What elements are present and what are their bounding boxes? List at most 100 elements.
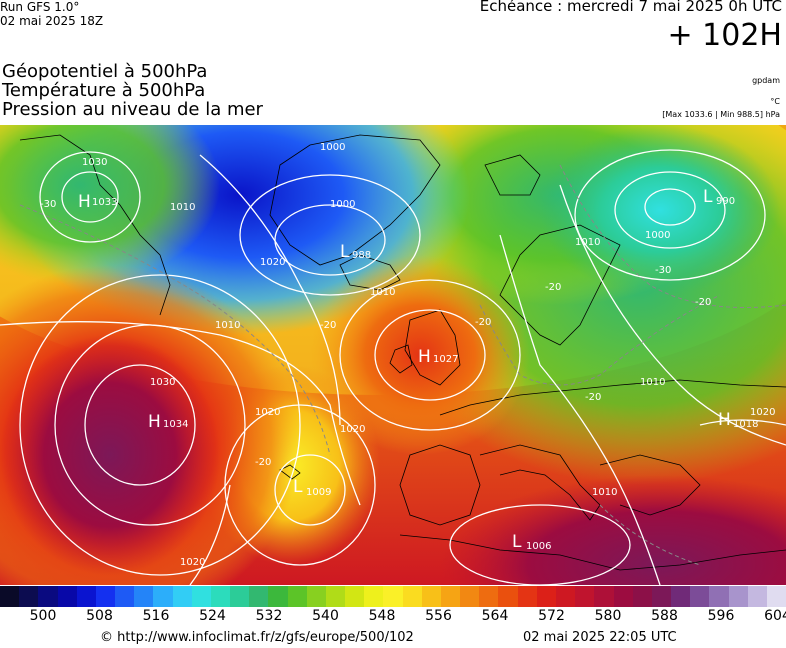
pressure-center-value: 1034 [163,419,188,430]
colorbar-tick-label: 580 [594,608,622,624]
coastline-svalbard [484,154,541,196]
isobar-ring [224,404,376,566]
isobar-line [189,484,231,585]
run-model-label: Run GFS 1.0° [0,0,80,14]
pressure-center-letter: H [78,192,91,212]
colorbar-tick-label: 508 [86,608,113,624]
colorbar-tick-label: 540 [312,608,339,624]
colorbar-swatch [728,586,748,607]
field-northeast-cold-pool [540,125,780,295]
isobar-line [559,184,786,446]
colorbar-swatch [95,586,116,607]
isobar-label: 1030 [150,377,175,388]
colorbar-swatch [19,586,39,607]
isobar-label: 1020 [255,407,280,418]
coastline-iberia [399,444,481,526]
source-url: © http://www.infoclimat.fr/z/gfs/europe/… [100,630,414,645]
isobar-label: 1010 [170,202,195,213]
parameter-list: Géopotentiel à 500hPa Température à 500h… [2,62,263,119]
colorbar-swatch [364,586,384,607]
isobar-line [0,321,361,506]
unit-temperature: °C [770,97,780,106]
isobar-ring [614,171,726,249]
validity-time: Echéance : mercredi 7 mai 2025 0h UTC [479,0,782,15]
colorbar-swatch [345,586,365,607]
temperature-label: -20 [545,282,561,293]
weather-map[interactable]: -30 -20 -20 -20 -20 -20 -30 -20 1030 101… [0,125,786,585]
colorbar-swatch [115,586,135,607]
isobar-label: 1020 [340,424,365,435]
colorbar-swatch [134,586,154,607]
colorbar-swatch [210,586,231,607]
coastline-great-britain [404,309,461,386]
colorbar-swatch [594,586,614,607]
isobar-ring [374,309,486,401]
colorbar-swatch [766,586,786,607]
colorbar-swatch [671,586,691,607]
low-pressure-center: L 990 [703,187,735,207]
colorbar-swatch [632,586,652,607]
coastline-north-africa [399,534,786,571]
field-uk-ridge [310,255,530,455]
temperature-labels: -30 -20 -20 -20 -20 -20 -30 -20 [40,199,711,468]
isobar-label: 1020 [260,257,285,268]
colorbar-swatch [517,586,537,607]
colorbar-swatch [325,586,346,607]
colorbar-tick-label: 588 [651,608,678,624]
parameter-pressure: Pression au niveau de la mer [2,99,263,120]
colorbar-swatch [402,586,422,607]
coastline-iceland [339,254,401,291]
colorbar-swatch [383,586,403,607]
isobar-label: 1020 [750,407,775,418]
colorbar-tick-label: 516 [142,608,170,624]
generation-time: 02 mai 2025 22:05 UTC [523,630,677,645]
colorbar-swatch [651,586,672,607]
temperature-label: -30 [655,265,671,276]
run-date-label: 02 mai 2025 18Z [0,14,104,28]
isobar-ring [274,454,346,526]
colorbar-tick-label: 524 [199,608,226,624]
colorbar-swatch [153,586,173,607]
isobar-ring [449,504,631,585]
temperature-label: -20 [585,392,601,403]
isobar-line [699,419,786,426]
temperature-label: -30 [40,199,56,210]
coastline-scandinavia [499,224,621,346]
run-info: Run GFS 1.0° 02 mai 2025 18Z [0,0,103,28]
pressure-center-letter: L [703,187,713,207]
colorbar-swatch [287,586,307,607]
pressure-center-letter: L [293,477,303,497]
field-atlantic-ridge-core [0,335,220,575]
colorbar-swatch [306,586,326,607]
isobar-ring [239,174,421,296]
colorbar-tick-label: 604 [764,608,786,624]
high-pressure-center: H 1034 [148,412,188,432]
isobar-ring [39,151,141,243]
high-pressure-center: H 1018 [718,410,758,430]
temperature-label: -20 [695,297,711,308]
isotherm-line [559,164,786,308]
isobar-label: 1000 [320,142,345,153]
isobar-ring [19,274,301,576]
isobar-label: 1010 [370,287,395,298]
lead-time: + 102H [667,18,783,53]
isobar-label: 1010 [215,320,240,331]
isobar-ring [61,171,119,223]
pressure-center-value: 1033 [92,197,117,208]
coastline-ireland [389,344,413,374]
colorbar-swatch [57,586,77,607]
temperature-label: -20 [255,457,271,468]
colorbar-tick-label: 532 [255,608,283,624]
colorbar-swatch [613,586,633,607]
isobar-ring [644,188,696,226]
colorbar-swatch [498,586,518,607]
unit-geopotential: gpdam [752,76,780,85]
coastline-azores [279,464,301,480]
isotherms [19,164,786,566]
colorbar-tick-label: 548 [368,608,396,624]
coastline-greenland [269,134,441,266]
isobar-label: 1000 [330,199,355,210]
isobar-line [199,154,341,426]
field-mediterranean-ridge [440,475,786,585]
pressure-center-value: 1018 [733,419,758,430]
